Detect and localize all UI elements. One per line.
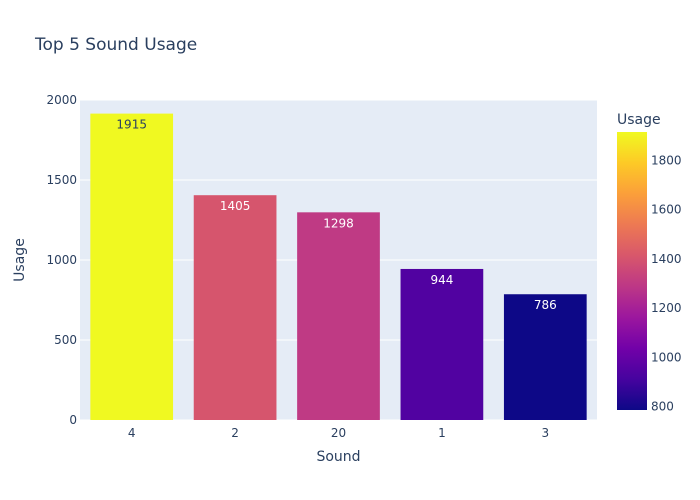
y-axis-title: Usage [12, 238, 28, 282]
y-tick-label: 1500 [46, 173, 77, 187]
bar-labels: 1915 1405 1298 944 786 [116, 118, 556, 313]
bar-data-label: 1915 [116, 118, 147, 132]
bar [193, 195, 277, 420]
x-tick-label: 3 [541, 426, 549, 440]
colorbar-tick-label: 1600 [651, 203, 682, 217]
colorbar [617, 132, 647, 410]
bar-data-label: 1405 [220, 199, 251, 213]
x-axis-ticks: 4 2 20 1 3 [128, 426, 549, 440]
colorbar-ticks: 800 1000 1200 1400 1600 1800 [651, 153, 682, 413]
colorbar-tick-label: 1800 [651, 153, 682, 167]
colorbar-tick-label: 800 [651, 400, 674, 414]
bar-data-label: 786 [534, 298, 557, 312]
colorbar-tick-label: 1200 [651, 301, 682, 315]
colorbar-tick-label: 1000 [651, 350, 682, 364]
y-tick-label: 0 [69, 413, 77, 427]
bar [297, 212, 380, 420]
chart-title: Top 5 Sound Usage [34, 35, 197, 55]
bar [90, 113, 174, 420]
x-tick-label: 20 [331, 426, 346, 440]
bar [400, 268, 484, 420]
x-tick-label: 4 [128, 426, 136, 440]
y-tick-label: 1000 [46, 253, 77, 267]
bar-data-label: 1298 [323, 216, 354, 230]
bars [90, 113, 587, 420]
bar-data-label: 944 [430, 273, 453, 287]
bar [503, 294, 587, 420]
y-tick-label: 500 [54, 333, 77, 347]
x-tick-label: 1 [438, 426, 446, 440]
x-axis-title: Sound [316, 449, 360, 465]
y-axis-ticks: 0 500 1000 1500 2000 [46, 93, 77, 427]
y-tick-label: 2000 [46, 93, 77, 107]
colorbar-title: Usage [617, 112, 661, 128]
x-tick-label: 2 [231, 426, 239, 440]
colorbar-tick-label: 1400 [651, 252, 682, 266]
